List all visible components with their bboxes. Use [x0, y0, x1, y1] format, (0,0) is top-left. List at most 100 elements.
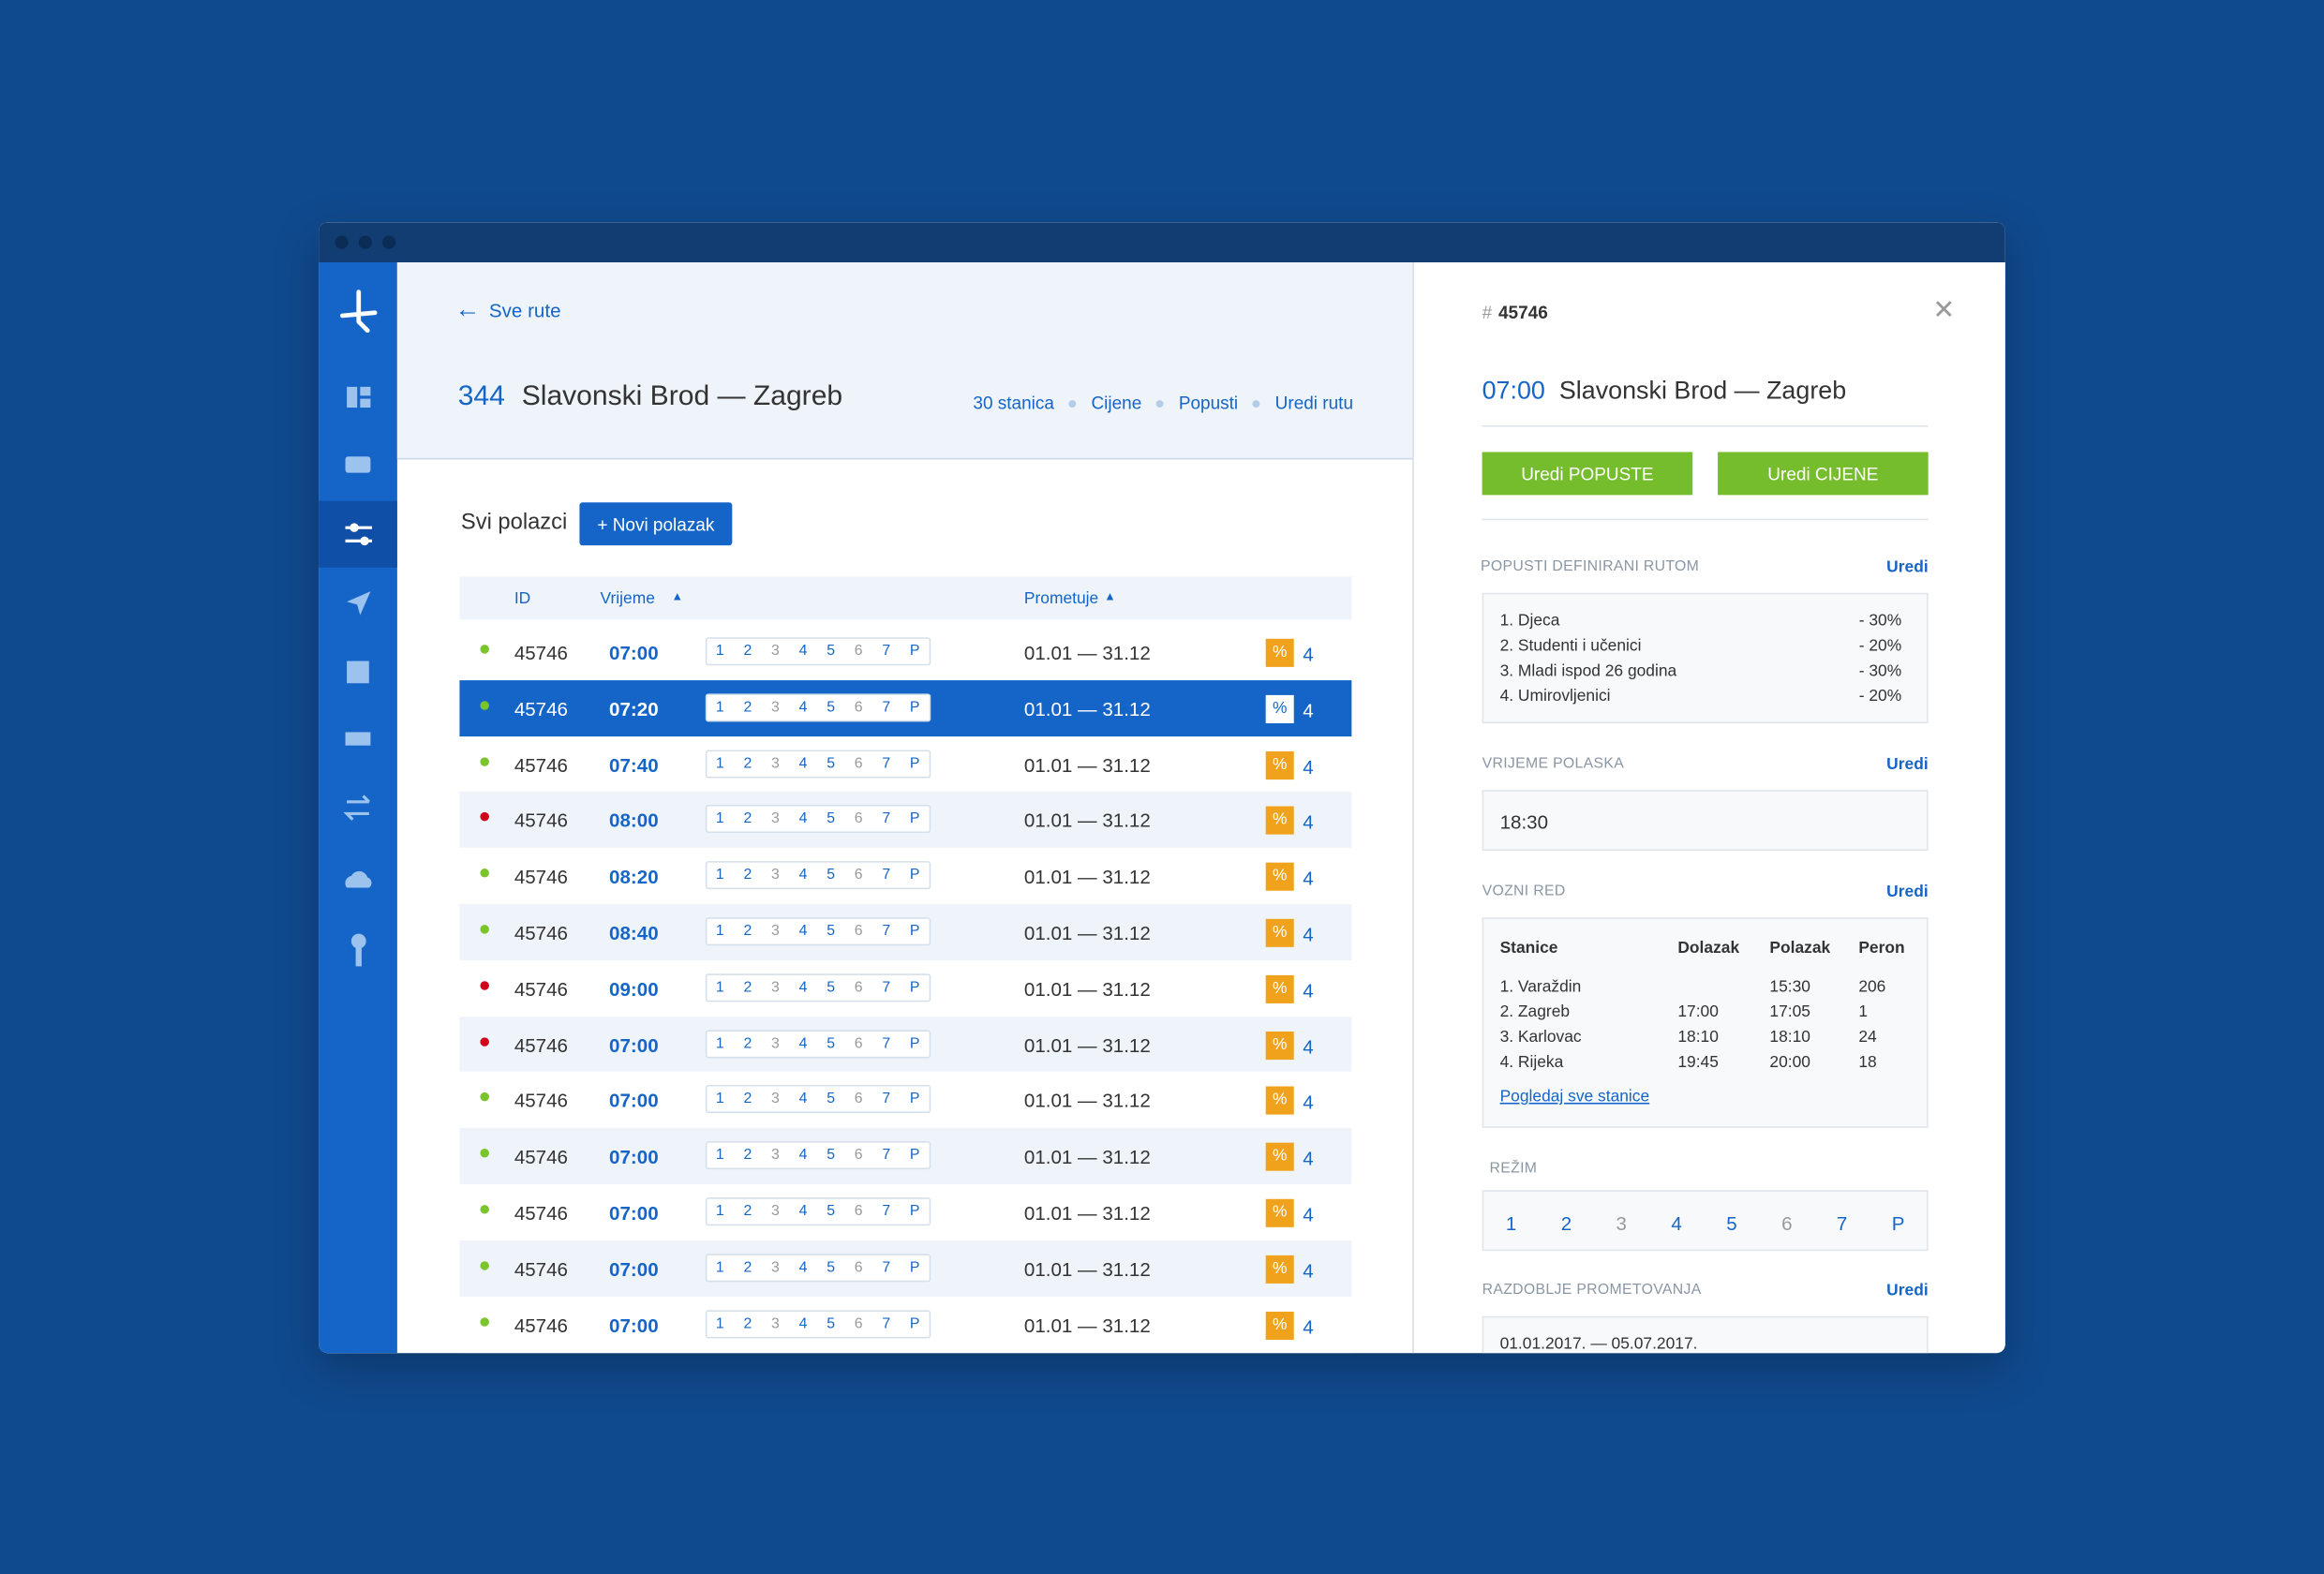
day: 2: [743, 810, 752, 828]
sort-arrow[interactable]: ▲: [1104, 589, 1116, 603]
row-id: 45746: [514, 1201, 568, 1225]
row-count: 4: [1303, 699, 1314, 722]
departure-row[interactable]: 45746 07:00 1 2 3 4 5 6 7 P 01.01 — 31.12% 4: [459, 1016, 1352, 1073]
row-time: 07:00: [609, 1314, 659, 1337]
edit-prices[interactable]: Uredi CIJENE: [1718, 452, 1929, 496]
route-link[interactable]: Popusti: [1178, 393, 1239, 414]
row-period: 01.01 — 31.12: [1023, 1090, 1151, 1113]
row-time: 07:40: [609, 753, 659, 777]
day: 5: [827, 755, 836, 772]
status-dot: [480, 812, 489, 822]
row-id: 45746: [514, 1314, 568, 1337]
day: 6: [854, 1091, 863, 1108]
section-title: POPUSTI DEFINIRANI RUTOM: [1481, 558, 1700, 575]
day: 5: [827, 1259, 836, 1276]
sort-arrow[interactable]: ▲: [671, 589, 683, 603]
discount-badge[interactable]: %: [1265, 1311, 1294, 1340]
row-time: 07:00: [609, 1090, 659, 1113]
day: P: [909, 923, 920, 940]
detail-time: 07:00: [1482, 376, 1545, 405]
discount-value: - 20%: [1858, 688, 1902, 705]
discount-box: 1. Djeca - 30% 2. Studenti i učenici - 20% 3…: [1482, 592, 1929, 723]
period-value: 01.01.2017. — 05.07.2017.: [1482, 1315, 1929, 1354]
departure-row[interactable]: 45746 07:00 1 2 3 4 5 6 7 P 01.01 — 31.12% 4: [459, 1128, 1352, 1185]
section-title: VOZNI RED: [1482, 883, 1566, 900]
row-id: 45746: [514, 1090, 568, 1113]
row-time: 07:00: [609, 1257, 659, 1281]
discount-badge[interactable]: %: [1265, 807, 1294, 836]
tt-link[interactable]: Pogledaj sve stanice: [1499, 1088, 1650, 1106]
close[interactable]: ✕: [1932, 294, 1956, 325]
col-time: Vrijeme: [600, 589, 655, 608]
discount-badge[interactable]: %: [1265, 1142, 1294, 1171]
separator-dot: [1068, 399, 1077, 408]
discount-badge[interactable]: %: [1265, 1255, 1294, 1284]
tt-cell: 24: [1858, 1028, 1877, 1047]
edit-link[interactable]: Uredi: [1886, 755, 1929, 774]
route-link[interactable]: Uredi rutu: [1274, 393, 1354, 414]
row-count: 4: [1303, 1035, 1314, 1058]
discount-badge[interactable]: %: [1265, 1031, 1294, 1060]
departure-row[interactable]: 45746 08:40 1 2 3 4 5 6 7 P 01.01 — 31.12% 4: [459, 903, 1352, 961]
row-time: 07:00: [609, 641, 659, 664]
sidebar-icons: [319, 290, 397, 967]
day: 7: [882, 810, 891, 828]
day: 2: [743, 1035, 752, 1052]
title-bar: [319, 222, 2005, 262]
discount-badge[interactable]: %: [1265, 1198, 1294, 1227]
edit-link[interactable]: Uredi: [1886, 558, 1929, 577]
edit-link[interactable]: Uredi: [1886, 1282, 1929, 1300]
departure-row[interactable]: 45746 09:00 1 2 3 4 5 6 7 P 01.01 — 31.12% 4: [459, 959, 1352, 1017]
day: P: [909, 979, 920, 996]
row-count: 4: [1303, 810, 1314, 834]
discount-badge[interactable]: %: [1265, 918, 1294, 947]
route-links: 30 stanica Cijene Popusti Uredi rutu: [973, 393, 1353, 413]
departure-row[interactable]: 45746 07:00 1 2 3 4 5 6 7 P 01.01 — 31.12% 4: [459, 1072, 1352, 1129]
new-button[interactable]: + Novi polazak: [579, 502, 733, 546]
table-header: ID Vrijeme ▲ Prometuje ▲: [459, 576, 1352, 620]
departure-row[interactable]: 45746 08:20 1 2 3 4 5 6 7 P 01.01 — 31.12% 4: [459, 848, 1352, 905]
discount-badge[interactable]: %: [1265, 694, 1294, 723]
discount-name: 1. Djeca: [1499, 612, 1560, 631]
row-time: 07:00: [609, 1146, 659, 1168]
mode-day: 7: [1836, 1211, 1848, 1235]
departure-row[interactable]: 45746 08:00 1 2 3 4 5 6 7 P 01.01 — 31.12% 4: [459, 792, 1352, 849]
departure-row[interactable]: 45746 07:00 1 2 3 4 5 6 7 P 01.01 — 31.12% 4: [459, 1183, 1352, 1241]
departure-row[interactable]: 45746 07:00 1 2 3 4 5 6 7 P 01.01 — 31.12% 4: [459, 623, 1352, 681]
edit-link[interactable]: Uredi: [1886, 883, 1929, 901]
day: 7: [882, 643, 891, 660]
departure-row[interactable]: 45746 07:20 1 2 3 4 5 6 7 P 01.01 — 31.12% 4: [459, 679, 1352, 736]
mode-day: 2: [1560, 1211, 1572, 1235]
discount-badge[interactable]: %: [1265, 750, 1294, 780]
back-arrow[interactable]: ←: [454, 294, 481, 323]
day: 6: [854, 643, 863, 660]
day: 1: [715, 979, 724, 996]
route-link[interactable]: Cijene: [1091, 393, 1142, 414]
discount-badge[interactable]: %: [1265, 862, 1294, 892]
departure-row[interactable]: 45746 07:00 1 2 3 4 5 6 7 P 01.01 — 31.12% 4: [459, 1296, 1352, 1353]
row-period: 01.01 — 31.12: [1023, 1201, 1151, 1225]
route-number: 344: [457, 380, 505, 412]
edit-discounts[interactable]: Uredi POPUSTE: [1482, 452, 1693, 496]
day: 7: [882, 1091, 891, 1108]
back-link[interactable]: Sve rute: [488, 299, 561, 322]
departure-row[interactable]: 45746 07:00 1 2 3 4 5 6 7 P 01.01 — 31.12% 4: [459, 1240, 1352, 1297]
mode-day: 3: [1616, 1211, 1628, 1235]
day: 6: [854, 755, 863, 772]
row-count: 4: [1303, 1259, 1314, 1283]
day: 4: [798, 867, 808, 884]
status-dot: [480, 756, 489, 766]
route-link[interactable]: 30 stanica: [973, 393, 1054, 414]
section-title: RAZDOBLJE PROMETOVANJA: [1482, 1282, 1702, 1299]
discount-badge[interactable]: %: [1265, 974, 1294, 1003]
discount-badge[interactable]: %: [1265, 1087, 1294, 1116]
tt-col: Polazak: [1769, 939, 1831, 958]
day: 5: [827, 1315, 836, 1332]
discount-badge[interactable]: %: [1265, 638, 1294, 667]
departure-row[interactable]: 45746 07:40 1 2 3 4 5 6 7 P 01.01 — 31.12% 4: [459, 735, 1352, 793]
